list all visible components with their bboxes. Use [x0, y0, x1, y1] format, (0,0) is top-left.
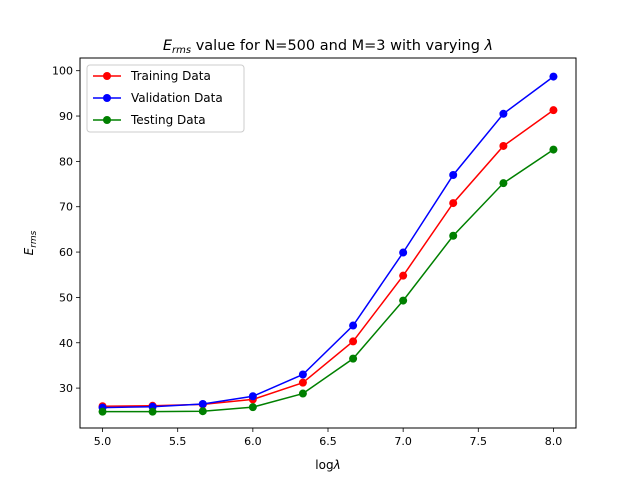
- data-point: [399, 248, 408, 257]
- y-axis-label: Erms: [22, 230, 39, 255]
- legend-marker: [103, 72, 111, 80]
- data-point: [98, 407, 107, 416]
- y-tick-label: 100: [52, 65, 73, 78]
- data-point: [298, 378, 307, 387]
- series-line: [102, 148, 554, 413]
- series-line: [102, 75, 554, 409]
- data-point: [248, 392, 257, 401]
- data-point: [499, 179, 508, 188]
- data-point: [499, 109, 508, 118]
- x-tick-label: 8.0: [545, 435, 563, 448]
- legend-marker: [103, 116, 111, 124]
- data-point: [148, 407, 157, 416]
- legend-label: Training Data: [130, 69, 211, 83]
- series-0: [98, 106, 558, 411]
- data-point: [349, 321, 358, 330]
- y-tick-label: 30: [59, 382, 73, 395]
- x-tick-label: 5.5: [169, 435, 187, 448]
- legend-label: Testing Data: [130, 113, 206, 127]
- legend-item: Validation Data: [93, 91, 223, 105]
- x-tick-label: 5.0: [94, 435, 112, 448]
- series-line: [102, 109, 554, 407]
- y-tick-label: 60: [59, 246, 73, 259]
- plot-frame: [79, 57, 577, 429]
- data-point: [399, 296, 408, 305]
- x-tick-label: 6.0: [244, 435, 262, 448]
- data-point: [449, 170, 458, 179]
- y-tick-label: 70: [59, 201, 73, 214]
- x-axis-label: logλ: [315, 458, 340, 472]
- data-point: [248, 403, 257, 412]
- data-point: [298, 370, 307, 379]
- chart-title: Erms value for N=500 and M=3 with varyin…: [163, 38, 493, 56]
- data-point: [549, 72, 558, 81]
- legend-label: Validation Data: [131, 91, 223, 105]
- legend-item: Testing Data: [93, 113, 206, 127]
- data-point: [549, 145, 558, 154]
- data-point: [449, 231, 458, 240]
- x-tick-label: 7.0: [394, 435, 412, 448]
- data-point: [349, 354, 358, 363]
- y-tick-label: 50: [59, 291, 73, 304]
- legend-item: Training Data: [93, 69, 211, 83]
- x-tick-label: 7.5: [470, 435, 488, 448]
- data-point: [198, 407, 207, 416]
- legend: Training Data Validation Data Testing Data: [86, 64, 245, 133]
- data-point: [549, 106, 558, 115]
- y-tick-label: 40: [59, 337, 73, 350]
- y-tick-label: 80: [59, 155, 73, 168]
- x-tick-label: 6.5: [319, 435, 337, 448]
- data-point: [399, 271, 408, 280]
- data-point: [349, 337, 358, 346]
- data-point: [298, 389, 307, 398]
- data-point: [198, 399, 207, 408]
- series-2: [98, 145, 558, 416]
- legend-marker: [103, 94, 111, 102]
- y-tick-label: 90: [59, 110, 73, 123]
- data-point: [499, 141, 508, 150]
- series-1: [98, 72, 558, 412]
- data-point: [449, 199, 458, 208]
- legend-box: [86, 64, 245, 133]
